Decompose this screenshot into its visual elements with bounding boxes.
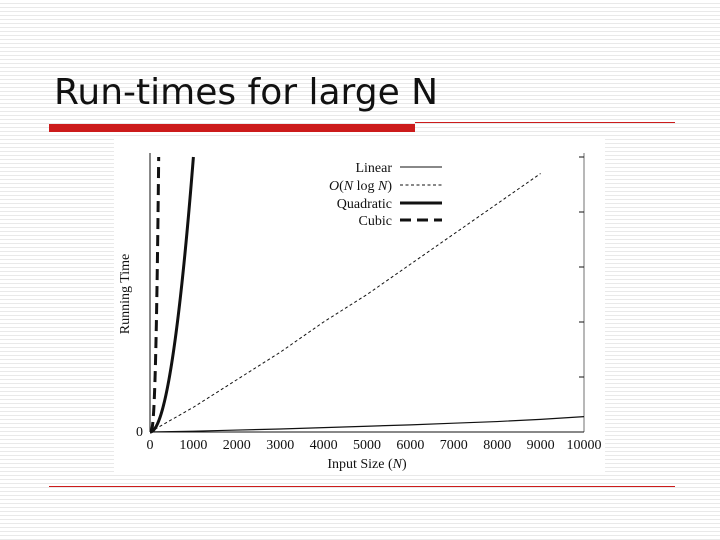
legend-label-nlogn: O(N log N) xyxy=(329,179,392,194)
legend-nlogn-close: ) xyxy=(387,179,392,194)
x-tick-label: 2000 xyxy=(223,438,251,453)
legend-nlogn-n1: N xyxy=(343,179,354,194)
x-tick-label: 6000 xyxy=(396,438,424,453)
legend-label-quadratic: Quadratic xyxy=(337,197,392,212)
x-axis-label-suffix: ) xyxy=(402,457,407,472)
x-axis-ticks: 0 1000 2000 3000 4000 5000 6000 7000 8000 9000 100… xyxy=(147,438,602,453)
x-tick-label: 7000 xyxy=(440,438,468,453)
chart-axes xyxy=(149,153,585,433)
series-line-linear xyxy=(149,416,585,433)
x-axis-label-var: N xyxy=(392,457,403,472)
series-line-quadratic xyxy=(149,156,195,434)
x-tick-label: 0 xyxy=(147,438,154,453)
running-time-chart: 0 1000 2000 3000 4000 5000 6000 7000 8000 9000 100… xyxy=(118,153,602,472)
legend: Linear O(N log N) Quadratic Cubic xyxy=(329,161,442,229)
chart-panel: 0 1000 2000 3000 4000 5000 6000 7000 8000 9000 100… xyxy=(114,137,605,474)
x-axis-label-prefix: Input Size ( xyxy=(327,457,393,472)
x-tick-label: 10000 xyxy=(567,438,602,453)
x-axis-label: Input Size (N) xyxy=(327,457,407,472)
x-tick-label: 4000 xyxy=(310,438,338,453)
x-tick-label: 3000 xyxy=(266,438,294,453)
legend-nlogn-open: ( xyxy=(339,179,344,194)
legend-label-cubic: Cubic xyxy=(359,214,392,229)
x-tick-label: 1000 xyxy=(179,438,207,453)
title-accent-bar xyxy=(49,124,415,132)
x-tick-label: 8000 xyxy=(483,438,511,453)
y-tick-label-0: 0 xyxy=(136,425,143,440)
footer-divider xyxy=(49,486,675,487)
slide-title: Run-times for large N xyxy=(54,72,439,113)
legend-nlogn-o: O xyxy=(329,179,339,194)
x-tick-label: 5000 xyxy=(353,438,381,453)
title-accent-line xyxy=(415,122,675,123)
series-lines xyxy=(149,156,585,434)
x-tick-label: 9000 xyxy=(527,438,555,453)
legend-nlogn-log: log xyxy=(353,179,378,194)
legend-label-linear: Linear xyxy=(355,161,392,176)
series-line-o-n-log-n xyxy=(149,173,541,433)
series-line-cubic xyxy=(149,156,161,434)
right-axis-ticks xyxy=(579,156,584,378)
y-axis-label: Running Time xyxy=(118,254,133,335)
legend-nlogn-n2: N xyxy=(377,179,388,194)
